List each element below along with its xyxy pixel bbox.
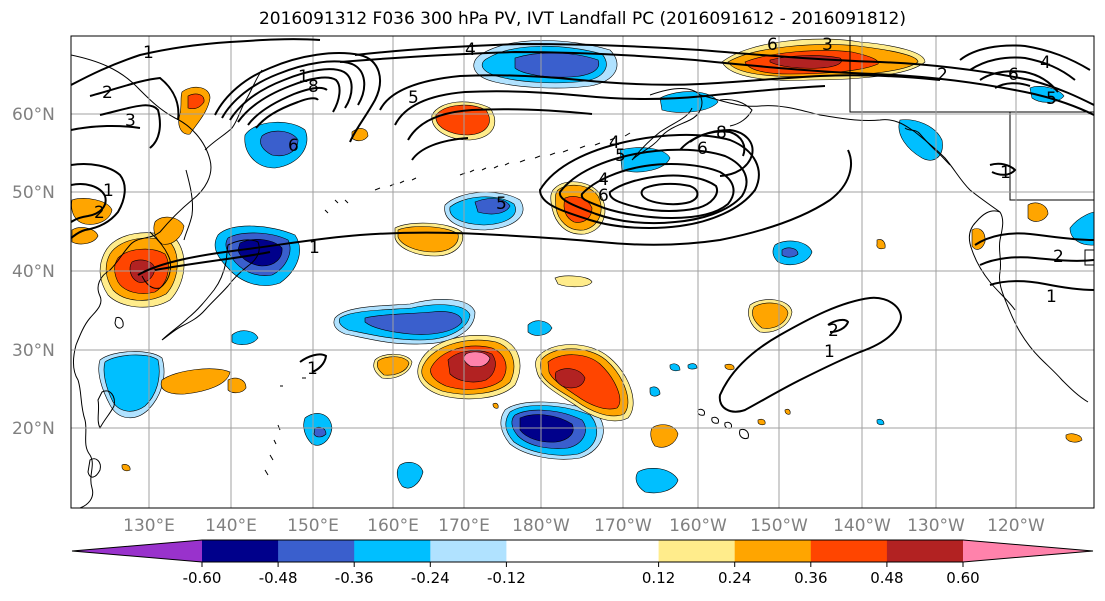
colorbar-swatch	[202, 540, 279, 562]
lat-label: 40°N	[12, 262, 55, 282]
contour-label: 1	[143, 43, 154, 63]
colorbar-swatch	[582, 540, 660, 562]
contour-label: 4	[465, 40, 476, 60]
contour-label: 1	[298, 67, 309, 87]
contour-label: 2	[102, 83, 113, 103]
latitude-labels: 60°N 50°N 40°N 30°N 20°N	[12, 105, 55, 439]
lon-label: 170°W	[594, 516, 652, 536]
contour-label: 8	[716, 123, 727, 143]
colorbar-swatch	[506, 540, 583, 562]
lon-label: 140°E	[205, 516, 257, 536]
contour-label: 3	[822, 35, 833, 55]
colorbar-tick-label: -0.60	[183, 569, 222, 587]
colorbar-swatch	[810, 540, 888, 562]
colorbar-tick-label: 0.60	[946, 569, 979, 587]
longitude-labels: 130°E 140°E 150°E 160°E 170°E 180°W 170°…	[123, 516, 1045, 536]
contour-label: 1	[307, 359, 318, 379]
lon-label: 130°W	[907, 516, 965, 536]
political-borders	[849, 36, 1094, 266]
lon-label: 120°W	[987, 516, 1045, 536]
pv-contours	[71, 38, 1094, 413]
contour-label: 4	[598, 170, 609, 190]
lon-label: 180°W	[512, 516, 570, 536]
contour-label: 6	[598, 186, 609, 206]
colorbar-extend-max	[963, 540, 1093, 562]
colorbar-swatch	[886, 540, 964, 562]
lat-label: 60°N	[12, 105, 55, 125]
contour-label: 2	[828, 321, 839, 341]
colorbar-swatch	[658, 540, 736, 562]
lon-label: 140°W	[833, 516, 891, 536]
colorbar-tick-label: 0.48	[870, 569, 903, 587]
contour-label: 6	[767, 35, 778, 55]
contour-label: 1	[1000, 163, 1011, 183]
map-title: 2016091312 F036 300 hPa PV, IVT Landfall…	[258, 9, 906, 29]
map-area: 1 2 3 4 5 6 8 1 4 5 6 5 6 4 6 8 1 2 1 1 …	[71, 35, 1094, 508]
contour-label: 1	[309, 238, 320, 258]
negative-anomaly-fills	[98, 40, 1094, 494]
lat-label: 30°N	[12, 341, 55, 361]
contour-label: 1	[1046, 287, 1057, 307]
contour-label: 6	[1008, 65, 1019, 85]
contour-label: 1	[824, 342, 835, 362]
contour-label: 5	[1046, 89, 1057, 109]
contour-label: 8	[308, 77, 319, 97]
lon-label: 170°E	[438, 516, 490, 536]
colorbar-swatch	[430, 540, 507, 562]
contour-label: 6	[288, 136, 299, 156]
colorbar-swatch	[278, 540, 355, 562]
contour-label: 5	[408, 88, 419, 108]
contour-label: 2	[94, 203, 105, 223]
lon-label: 150°E	[287, 516, 339, 536]
contour-label: 6	[697, 139, 708, 159]
colorbar-tick-label: -0.36	[335, 569, 374, 587]
contour-labels: 1 2 3 4 5 6 8 1 4 5 6 5 6 4 6 8 1 2 1 1 …	[94, 35, 1064, 379]
contour-label: 3	[125, 111, 136, 131]
contour-label: 4	[609, 133, 620, 153]
colorbar-tick-label: -0.48	[259, 569, 298, 587]
plot-frame	[70, 35, 1095, 509]
gridlines	[71, 36, 1094, 508]
lon-label: 150°W	[750, 516, 808, 536]
colorbar-extend-min	[72, 540, 202, 562]
colorbar-tick-label: 0.36	[794, 569, 827, 587]
contour-label: 5	[496, 194, 507, 214]
colorbar-tick-label: -0.12	[487, 569, 526, 587]
contour-label: 4	[1040, 53, 1051, 73]
colorbar-tick-label: -0.24	[411, 569, 450, 587]
lon-label: 160°E	[367, 516, 419, 536]
contour-label: 2	[937, 65, 948, 85]
lat-label: 20°N	[12, 419, 55, 439]
positive-anomaly-fills	[71, 38, 1083, 472]
contour-label: 5	[615, 146, 626, 166]
colorbar-tick-label: 0.12	[642, 569, 675, 587]
colorbar-tick-label: 0.24	[718, 569, 751, 587]
lon-label: 160°W	[669, 516, 727, 536]
colorbar: -0.60 -0.48 -0.36 -0.24 -0.12 0.12 0.24 0.36 0.4…	[71, 539, 1094, 587]
lon-label: 130°E	[123, 516, 175, 536]
lat-label: 50°N	[12, 183, 55, 203]
contour-label: 2	[1053, 247, 1064, 267]
contour-label: 1	[103, 181, 114, 201]
colorbar-swatch	[734, 540, 812, 562]
coastlines	[71, 54, 1089, 508]
colorbar-swatch	[354, 540, 431, 562]
